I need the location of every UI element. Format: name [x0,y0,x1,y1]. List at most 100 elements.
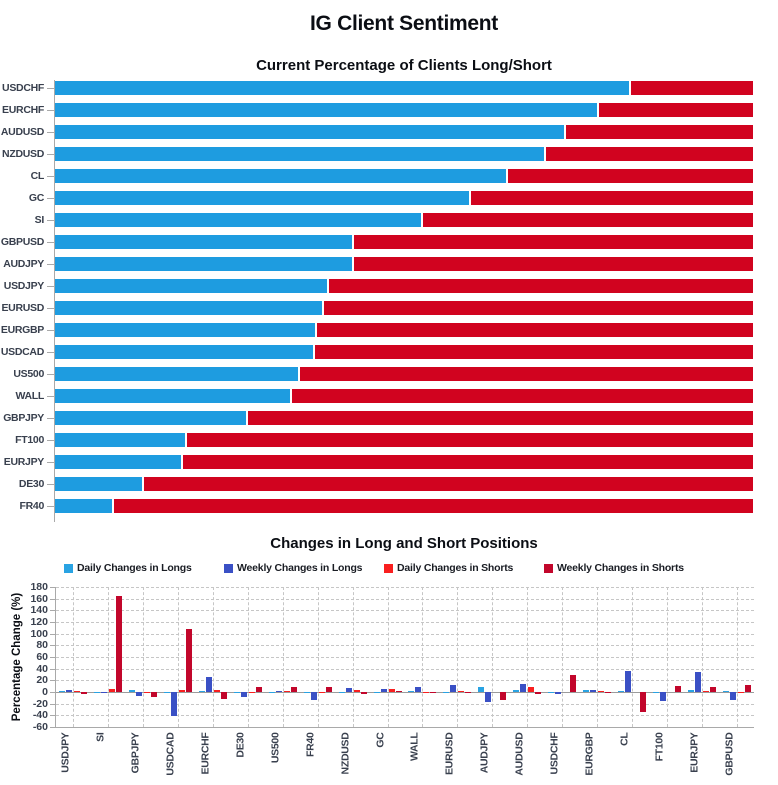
instrument-label: USDJPY [3,280,45,292]
instrument-label: USDCHF [2,82,44,94]
weekly-shorts-bar [116,595,123,692]
weekly-shorts-bar [186,629,193,692]
y-tick-mark [50,715,55,717]
long-bar [55,125,564,139]
weekly-shorts-bar [465,692,472,694]
x-gridline [527,587,529,727]
weekly-shorts-bar [535,692,542,694]
daily-shorts-bar [214,690,221,692]
instrument-label: FR40 [19,500,45,512]
x-gridline [247,587,249,727]
daily-longs-bar [233,692,240,694]
daily-longs-bar [687,690,694,692]
daily-shorts-bar [702,690,709,692]
legend-item: Daily Changes in Shorts [384,561,513,575]
weekly-shorts-bar [255,686,262,692]
sentiment-chart-title: Current Percentage of Clients Long/Short [256,57,552,74]
zero-line [56,692,754,693]
x-category-label: EURJPY [688,732,701,773]
x-gridline [562,587,564,727]
long-bar [55,477,143,491]
weekly-shorts-bar [81,692,88,695]
y-tick-label: -20 [32,697,48,710]
x-category-label: US500 [269,732,282,764]
y-tick-label: 20 [36,674,48,687]
short-bar [299,367,753,381]
weekly-longs-bar [555,692,562,694]
axis-tick [47,176,54,177]
x-gridline [213,587,215,727]
daily-longs-bar [617,690,624,692]
x-gridline [596,587,598,727]
instrument-label: NZDUSD [2,148,44,160]
long-bar [55,147,545,161]
y-gridline [56,633,754,635]
long-bar [55,81,630,95]
x-category-label: DE30 [234,732,247,758]
axis-tick [47,506,54,507]
short-bar [315,345,753,359]
y-gridline [56,668,754,670]
legend-swatch [544,563,553,573]
x-category-label: GC [374,732,387,748]
instrument-label: GBPUSD [0,236,44,248]
changes-chart-title: Changes in Long and Short Positions [270,535,538,552]
x-category-label: USDCHF [548,732,561,775]
y-tick-label: -60 [32,721,48,733]
instrument-label: GBPJPY [3,412,44,424]
x-gridline [73,587,75,727]
weekly-shorts-bar [325,686,332,692]
long-bar [55,499,113,513]
long-bar [55,433,185,447]
weekly-shorts-bar [360,692,367,695]
x-category-label: SI [94,732,107,742]
legend-item: Weekly Changes in Shorts [544,561,684,575]
daily-longs-bar [513,690,520,692]
daily-shorts-bar [283,690,290,692]
y-tick-label: 100 [30,627,48,640]
x-gridline [666,587,668,727]
axis-tick [47,484,54,485]
x-gridline [108,587,110,727]
weekly-longs-bar [729,692,736,700]
weekly-shorts-bar [151,692,158,698]
x-category-label: FT100 [653,732,666,762]
instrument-label: USDCAD [0,346,44,358]
instrument-label: SI [34,214,45,226]
weekly-longs-bar [310,692,317,700]
changes-chart [55,587,754,728]
weekly-longs-bar [485,692,492,702]
weekly-longs-bar [380,688,387,692]
sentiment-chart: USDCHF EURCHF AUDUSD NZDUSD CL GC SI GBPUSD AUDJ… [0,78,778,528]
weekly-shorts-bar [500,692,507,700]
axis-tick [47,198,54,199]
instrument-label: CL [30,170,45,182]
long-bar [55,345,314,359]
long-bar [55,389,291,403]
weekly-longs-bar [450,685,457,692]
y-tick-mark [50,668,55,670]
daily-shorts-bar [423,692,430,694]
weekly-shorts-bar [674,685,681,692]
axis-tick [47,110,54,111]
x-category-label: WALL [408,732,421,762]
axis-tick [47,264,54,265]
sentiment-y-axis [54,80,55,522]
short-bar [631,81,753,95]
y-tick-label: 120 [30,616,48,628]
instrument-label: FT100 [15,434,44,446]
weekly-longs-bar [206,677,213,692]
y-gridline [56,598,754,600]
short-bar [186,433,753,447]
daily-longs-bar [408,690,415,692]
legend-label: Daily Changes in Shorts [397,562,514,574]
short-bar [353,257,753,271]
legend-swatch [64,563,73,573]
x-category-label: EURUSD [443,732,456,776]
weekly-longs-bar [240,692,247,698]
short-bar [565,125,753,139]
axis-tick [47,374,54,375]
x-gridline [736,587,738,727]
daily-longs-bar [94,692,101,694]
y-tick-label: 140 [30,604,48,617]
